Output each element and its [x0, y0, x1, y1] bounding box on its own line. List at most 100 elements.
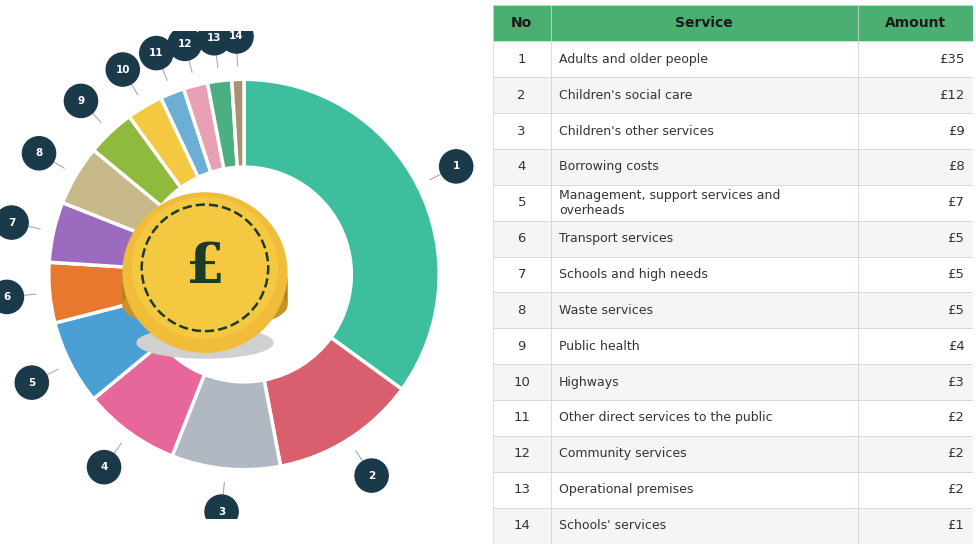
Text: 10: 10 [115, 65, 130, 75]
Ellipse shape [123, 271, 287, 317]
Bar [858, 77, 973, 113]
Wedge shape [264, 338, 402, 466]
Bar [858, 113, 973, 149]
Bar [858, 185, 973, 221]
Text: 12: 12 [513, 447, 530, 461]
Circle shape [22, 137, 56, 170]
Bar [858, 472, 973, 508]
Bar [493, 293, 550, 328]
Bar [550, 400, 858, 436]
Ellipse shape [123, 268, 287, 315]
Circle shape [16, 366, 49, 399]
Text: Schools and high needs: Schools and high needs [559, 268, 708, 281]
Bar [550, 5, 858, 41]
Text: 9: 9 [77, 96, 85, 106]
Text: 14: 14 [513, 519, 530, 532]
Bar [858, 221, 973, 256]
Bar [493, 185, 550, 221]
Text: Schools' services: Schools' services [559, 519, 667, 532]
Text: 3: 3 [517, 125, 526, 138]
Bar [858, 436, 973, 472]
Bar [550, 185, 858, 221]
Circle shape [355, 459, 388, 492]
Bar [858, 41, 973, 77]
Text: 13: 13 [513, 483, 530, 496]
Text: £3: £3 [948, 376, 964, 389]
Wedge shape [172, 374, 280, 470]
Wedge shape [129, 98, 198, 188]
Ellipse shape [137, 328, 273, 358]
Text: 1: 1 [453, 161, 460, 171]
Wedge shape [161, 89, 211, 177]
Ellipse shape [123, 282, 287, 329]
Bar [493, 113, 550, 149]
Text: £5: £5 [948, 304, 964, 317]
Bar [493, 149, 550, 185]
Text: 7: 7 [517, 268, 526, 281]
Text: £12: £12 [939, 88, 964, 102]
Text: 5: 5 [517, 196, 526, 209]
Text: 7: 7 [8, 217, 16, 227]
Text: Service: Service [675, 16, 733, 30]
Text: £2: £2 [948, 447, 964, 461]
Text: £8: £8 [948, 160, 964, 173]
Circle shape [0, 281, 23, 313]
Text: £35: £35 [939, 53, 964, 66]
Text: No: No [511, 16, 532, 30]
Ellipse shape [123, 260, 287, 306]
Text: Operational premises: Operational premises [559, 483, 694, 496]
Wedge shape [231, 79, 244, 167]
Bar [493, 436, 550, 472]
Text: Community services: Community services [559, 447, 687, 461]
Bar [493, 41, 550, 77]
Bar [858, 5, 973, 41]
Text: 13: 13 [207, 33, 222, 43]
Wedge shape [62, 150, 161, 235]
Text: 1: 1 [517, 53, 526, 66]
Text: 11: 11 [513, 411, 530, 424]
Wedge shape [49, 203, 144, 268]
Text: Waste services: Waste services [559, 304, 653, 317]
Bar [493, 364, 550, 400]
Circle shape [205, 495, 238, 528]
Bar [550, 256, 858, 293]
Circle shape [0, 206, 28, 239]
Bar [858, 508, 973, 544]
Bar [550, 221, 858, 256]
Text: 6: 6 [3, 292, 11, 302]
Bar [550, 436, 858, 472]
Text: Adults and older people: Adults and older people [559, 53, 709, 66]
Bar [550, 364, 858, 400]
Circle shape [88, 451, 121, 484]
Text: Highways: Highways [559, 376, 620, 389]
Wedge shape [49, 262, 140, 323]
Circle shape [140, 36, 173, 70]
Bar [550, 77, 858, 113]
Text: £2: £2 [948, 411, 964, 424]
Bar [493, 77, 550, 113]
Bar [493, 221, 550, 256]
Text: 8: 8 [517, 304, 526, 317]
Text: Children's other services: Children's other services [559, 125, 714, 138]
Bar [493, 256, 550, 293]
Bar [550, 149, 858, 185]
Text: 6: 6 [517, 232, 526, 245]
Text: £5: £5 [948, 232, 964, 245]
Ellipse shape [123, 256, 287, 304]
Text: 14: 14 [229, 31, 244, 42]
Text: Amount: Amount [885, 16, 946, 30]
Wedge shape [208, 80, 237, 169]
Text: Transport services: Transport services [559, 232, 673, 245]
Bar [493, 400, 550, 436]
Text: Public health: Public health [559, 340, 640, 353]
Bar [550, 293, 858, 328]
Text: 4: 4 [517, 160, 526, 173]
Ellipse shape [123, 193, 287, 352]
Bar [550, 508, 858, 544]
Ellipse shape [123, 273, 287, 321]
Text: Management, support services and
overheads: Management, support services and overhea… [559, 189, 781, 217]
Bar [550, 328, 858, 364]
Ellipse shape [123, 279, 287, 326]
Wedge shape [94, 343, 205, 456]
Text: £1: £1 [948, 519, 964, 532]
